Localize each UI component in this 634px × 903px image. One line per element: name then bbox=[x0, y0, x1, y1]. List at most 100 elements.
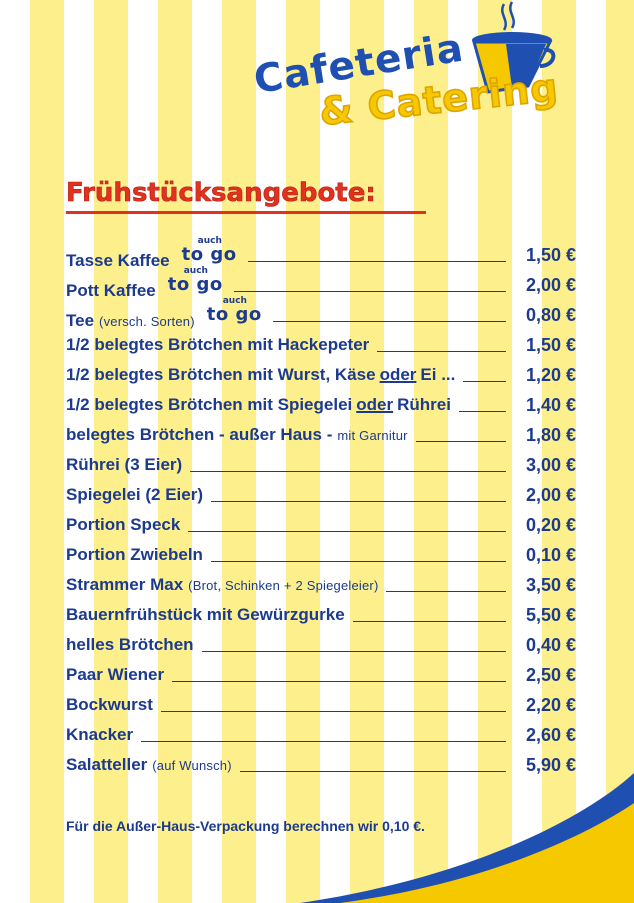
to-go-label: to go bbox=[167, 273, 223, 295]
item-label: Bockwurst bbox=[66, 695, 153, 714]
menu-item-price: 2,00 € bbox=[525, 484, 576, 505]
menu-item-name: Strammer Max (Brot, Schinken + 2 Spiegele… bbox=[66, 575, 378, 595]
menu-item-price: 5,90 € bbox=[525, 754, 576, 775]
menu-item: Tee (versch. Sorten) auch to go 0,80 € bbox=[66, 296, 576, 330]
menu-item-name: Pott Kaffee auch to go bbox=[66, 266, 226, 301]
to-go-label: to go bbox=[181, 243, 237, 265]
menu-item: Knacker 2,60 € bbox=[66, 720, 576, 750]
leader-line bbox=[190, 471, 506, 472]
leader-line bbox=[386, 591, 506, 592]
item-label-tail: Rührei bbox=[397, 395, 451, 414]
leader-line bbox=[352, 621, 506, 622]
item-note: (versch. Sorten) bbox=[99, 313, 195, 329]
menu-item-name: Knacker bbox=[66, 725, 133, 745]
menu-item: Pott Kaffee auch to go 2,00 € bbox=[66, 266, 576, 301]
menu-item: 1/2 belegtes Brötchen mit Hackepeter 1,50… bbox=[66, 330, 576, 360]
menu-item-price: 2,60 € bbox=[525, 724, 576, 745]
to-go-label: to go bbox=[206, 303, 262, 325]
menu-item-price: 0,40 € bbox=[525, 634, 576, 655]
item-label: 1/2 belegtes Brötchen mit Wurst, Käse bbox=[66, 365, 376, 384]
menu-item-name: Bauernfrühstück mit Gewürzgurke bbox=[66, 605, 345, 625]
item-label-tail: Ei ... bbox=[420, 365, 456, 384]
menu-item: Strammer Max (Brot, Schinken + 2 Spiegele… bbox=[66, 570, 576, 600]
to-go-badge: auch to go bbox=[167, 266, 226, 296]
to-go-auch: auch bbox=[183, 265, 208, 276]
item-note: (auf Wunsch) bbox=[152, 758, 232, 773]
to-go-auch: auch bbox=[197, 235, 222, 246]
coffee-cup-icon bbox=[472, 1, 556, 94]
menu-item-price: 0,10 € bbox=[525, 544, 576, 565]
item-label: belegtes Brötchen - außer Haus - bbox=[66, 425, 333, 444]
item-label: Tasse Kaffee bbox=[66, 250, 170, 270]
leader-line bbox=[415, 441, 506, 442]
leader-line bbox=[141, 741, 506, 742]
item-label: helles Brötchen bbox=[66, 635, 194, 654]
packaging-note: Für die Außer-Haus-Verpackung berechnen … bbox=[66, 818, 425, 834]
menu-item: Portion Speck 0,20 € bbox=[66, 510, 576, 540]
leader-line bbox=[233, 291, 506, 292]
menu-item-name: 1/2 belegtes Brötchen mit Wurst, Käse ode… bbox=[66, 365, 455, 385]
menu-item-price: 2,20 € bbox=[525, 694, 576, 715]
leader-line bbox=[172, 681, 506, 682]
leader-line bbox=[211, 501, 506, 502]
item-note: mit Garnitur bbox=[337, 428, 408, 443]
menu-item-name: 1/2 belegtes Brötchen mit Hackepeter bbox=[66, 335, 369, 355]
menu-item-name: Portion Zwiebeln bbox=[66, 545, 203, 565]
menu-item: 1/2 belegtes Brötchen mit Wurst, Käse ode… bbox=[66, 360, 576, 390]
menu-item: Paar Wiener 2,50 € bbox=[66, 660, 576, 690]
item-conjunction: oder bbox=[356, 395, 394, 414]
leader-line bbox=[210, 561, 506, 562]
leader-line bbox=[458, 411, 506, 412]
item-label: Bauernfrühstück mit Gewürzgurke bbox=[66, 605, 345, 624]
menu-item: Salatteller (auf Wunsch) 5,90 € bbox=[66, 750, 576, 780]
title-underline bbox=[66, 211, 426, 214]
price-list: Tasse Kaffee auch to go 1,50 € Pott Kaffee au… bbox=[66, 236, 576, 780]
menu-item-name: Rührei (3 Eier) bbox=[66, 455, 182, 475]
menu-item-price: 1,80 € bbox=[525, 424, 576, 445]
menu-item-name: Tasse Kaffee auch to go bbox=[66, 236, 240, 271]
leader-line bbox=[201, 651, 506, 652]
menu-item: Bauernfrühstück mit Gewürzgurke 5,50 € bbox=[66, 600, 576, 630]
menu-item-name: Portion Speck bbox=[66, 515, 180, 535]
item-label: Tee bbox=[66, 310, 95, 330]
menu-item-name: belegtes Brötchen - außer Haus - mit Garn… bbox=[66, 425, 408, 445]
menu-item-name: Salatteller (auf Wunsch) bbox=[66, 755, 232, 775]
leader-line bbox=[463, 381, 506, 382]
menu-item-price: 1,50 € bbox=[525, 244, 576, 265]
menu-item-price: 5,50 € bbox=[525, 604, 576, 625]
leader-line bbox=[377, 351, 506, 352]
menu-item: helles Brötchen 0,40 € bbox=[66, 630, 576, 660]
leader-line bbox=[247, 261, 506, 262]
item-label: Salatteller bbox=[66, 755, 148, 774]
menu-item: Spiegelei (2 Eier) 2,00 € bbox=[66, 480, 576, 510]
item-label: Paar Wiener bbox=[66, 665, 165, 684]
menu-item-price: 1,50 € bbox=[525, 334, 576, 355]
item-label: Strammer Max bbox=[66, 575, 184, 594]
menu-item-price: 0,20 € bbox=[525, 514, 576, 535]
menu-item: Tasse Kaffee auch to go 1,50 € bbox=[66, 236, 576, 271]
menu-item-name: Paar Wiener bbox=[66, 665, 164, 685]
corner-swoosh bbox=[300, 773, 634, 903]
leader-line bbox=[272, 321, 506, 322]
menu-item-price: 1,20 € bbox=[525, 364, 576, 385]
menu-item: 1/2 belegtes Brötchen mit Spiegelei oder R… bbox=[66, 390, 576, 420]
to-go-auch: auch bbox=[222, 295, 247, 306]
item-label: Pott Kaffee bbox=[66, 280, 156, 300]
item-label: 1/2 belegtes Brötchen mit Hackepeter bbox=[66, 335, 370, 354]
page-title: Frühstücksangebote: bbox=[66, 178, 376, 209]
menu-item: Bockwurst 2,20 € bbox=[66, 690, 576, 720]
menu-item-price: 0,80 € bbox=[525, 304, 576, 325]
menu-item: Rührei (3 Eier) 3,00 € bbox=[66, 450, 576, 480]
menu-item: Portion Zwiebeln 0,10 € bbox=[66, 540, 576, 570]
menu-item-name: helles Brötchen bbox=[66, 635, 194, 655]
cafeteria-logo: Cafeteria & Catering bbox=[250, 0, 590, 160]
menu-item-price: 2,00 € bbox=[525, 274, 576, 295]
item-note: (Brot, Schinken + 2 Spiegeleier) bbox=[188, 578, 379, 593]
menu-item-name: Spiegelei (2 Eier) bbox=[66, 485, 203, 505]
item-conjunction: oder bbox=[379, 365, 417, 384]
item-label: Spiegelei (2 Eier) bbox=[66, 485, 203, 504]
menu-item-name: 1/2 belegtes Brötchen mit Spiegelei oder R… bbox=[66, 395, 451, 415]
leader-line bbox=[160, 711, 506, 712]
item-label: Knacker bbox=[66, 725, 134, 744]
menu-item: belegtes Brötchen - außer Haus - mit Garn… bbox=[66, 420, 576, 450]
